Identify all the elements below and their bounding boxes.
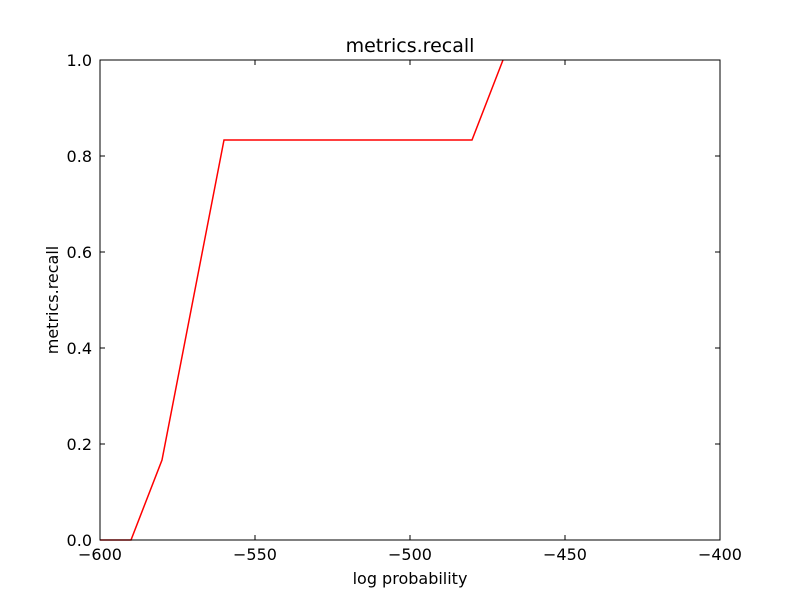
x-axis-title: log probability xyxy=(353,569,468,588)
x-tick-label: −450 xyxy=(543,545,587,564)
chart-title: metrics.recall xyxy=(346,35,475,57)
y-tick-label: 0.2 xyxy=(67,435,92,454)
y-axis-title: metrics.recall xyxy=(43,246,62,355)
x-tick-label: −500 xyxy=(388,545,432,564)
ticks-layer: −600 −550 −500 −450 −400 0.0 0.2 0.4 0.6 0.8 1.0 xyxy=(67,51,742,564)
x-tick-label: −600 xyxy=(78,545,122,564)
x-tick-label: −550 xyxy=(233,545,277,564)
x-tick-label: −400 xyxy=(698,545,742,564)
y-tick-label: 0.0 xyxy=(67,531,92,550)
y-tick-label: 0.4 xyxy=(67,339,92,358)
y-tick-label: 0.6 xyxy=(67,243,92,262)
plot-frame xyxy=(99,59,721,541)
y-tick-label: 0.8 xyxy=(67,147,92,166)
y-tick-label: 1.0 xyxy=(67,51,92,70)
